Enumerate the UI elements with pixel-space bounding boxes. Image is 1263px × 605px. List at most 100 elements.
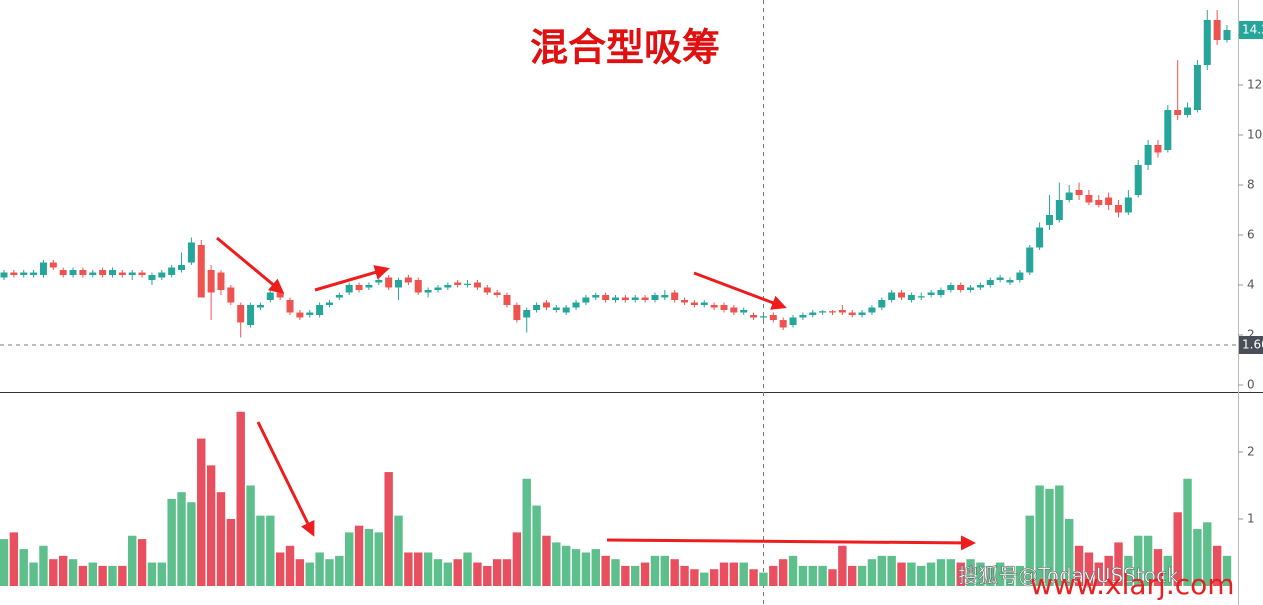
candle-body: [907, 295, 915, 300]
candle-body: [99, 270, 107, 275]
candle-body: [217, 272, 225, 290]
volume-bar: [256, 515, 265, 586]
volume-bar: [729, 562, 739, 586]
arrow: [314, 265, 390, 292]
y-tick-label: 12: [1247, 78, 1262, 92]
volume-bar: [88, 562, 97, 586]
volume-bar: [335, 555, 344, 586]
volume-bar: [305, 562, 314, 586]
candle-body: [266, 292, 274, 300]
volume-bar: [611, 559, 620, 586]
candle-body: [197, 245, 205, 298]
candle-body: [187, 242, 195, 263]
candle-body: [414, 280, 422, 293]
volume-bar: [887, 555, 896, 586]
candle-body: [710, 305, 718, 308]
volume-bar: [552, 542, 561, 586]
candle-body: [1115, 205, 1123, 213]
candle-body: [947, 285, 955, 290]
volume-bar: [68, 559, 78, 586]
candle-body: [513, 305, 521, 320]
volume-bar: [78, 565, 88, 586]
volume-bar: [128, 535, 137, 586]
candle-body: [237, 305, 245, 323]
volume-bar: [246, 485, 255, 586]
candle-body: [1026, 247, 1034, 273]
candle-body: [365, 285, 373, 288]
volume-bar: [522, 478, 531, 586]
volume-bar: [512, 532, 522, 586]
candle-body: [483, 287, 491, 293]
volume-bar: [808, 565, 817, 586]
watermark: www.xlarj.com: [1030, 568, 1235, 601]
volume-bar: [275, 552, 285, 586]
y-tick-label: 8: [1247, 178, 1255, 192]
y-tick-label: 1: [1247, 511, 1255, 525]
candle-body: [533, 305, 541, 310]
candle-body: [1095, 200, 1103, 205]
volume-bar: [1163, 555, 1173, 586]
candle-body: [39, 262, 47, 275]
volume-bar: [226, 518, 236, 586]
candle-body: [592, 295, 600, 298]
volume-bar: [946, 559, 956, 586]
candle-body: [740, 310, 748, 313]
volume-bar: [118, 565, 127, 586]
annotation-arrows: [216, 236, 976, 551]
y-tick-label: 10: [1247, 128, 1262, 142]
candle-body: [1193, 65, 1201, 110]
volume-bar: [1173, 512, 1182, 586]
volume-bar: [1035, 485, 1044, 586]
candle-body: [1164, 110, 1172, 150]
candle-body: [493, 292, 501, 295]
candle-body: [207, 270, 215, 293]
volume-bar: [778, 559, 788, 586]
candle-body: [395, 280, 403, 288]
volume-bar: [502, 559, 512, 586]
candle-body: [542, 302, 550, 308]
arrow: [693, 271, 787, 310]
candle-body: [572, 302, 580, 308]
volume-bar: [1134, 535, 1143, 586]
last-price-label: 14.20: [1242, 23, 1263, 37]
volume-bar: [1025, 515, 1034, 586]
volume-bar: [137, 539, 147, 586]
volume-bar: [848, 565, 857, 586]
candle-body: [138, 272, 146, 275]
volume-bar: [1094, 562, 1103, 586]
volume-bar: [1064, 518, 1074, 586]
candle-body: [296, 312, 304, 318]
volume-bar: [1104, 555, 1113, 586]
candle-body: [967, 287, 975, 290]
candle-body: [976, 285, 984, 288]
volume-bar: [1153, 549, 1163, 586]
volume-bar: [1055, 485, 1064, 586]
volume-bar: [788, 555, 798, 586]
volume-bar: [798, 565, 808, 586]
candle-body: [523, 310, 531, 318]
candle-body: [0, 272, 8, 278]
candle-body: [1223, 30, 1231, 40]
y-tick-label: 4: [1247, 278, 1255, 292]
volume-bar: [1183, 478, 1192, 586]
volume-bar: [285, 545, 295, 586]
candle-body: [1016, 272, 1024, 280]
candle-body: [1036, 227, 1044, 248]
candle-body: [562, 307, 570, 313]
volume-bar: [660, 555, 670, 586]
volume-bar: [966, 559, 975, 586]
candle-body: [937, 290, 945, 295]
volume-bar: [216, 492, 226, 586]
volume-bar: [58, 555, 68, 586]
volume-bar: [828, 569, 837, 586]
volume-bar: [1203, 522, 1212, 586]
volume-bar: [1222, 555, 1232, 586]
volume-bar: [108, 565, 117, 586]
volume-bar: [483, 565, 492, 586]
y-tick-label: 0: [1247, 378, 1255, 392]
candle-body: [444, 285, 452, 288]
arrow: [606, 535, 976, 551]
volume-bar: [680, 565, 689, 586]
candle-body: [1144, 145, 1152, 165]
